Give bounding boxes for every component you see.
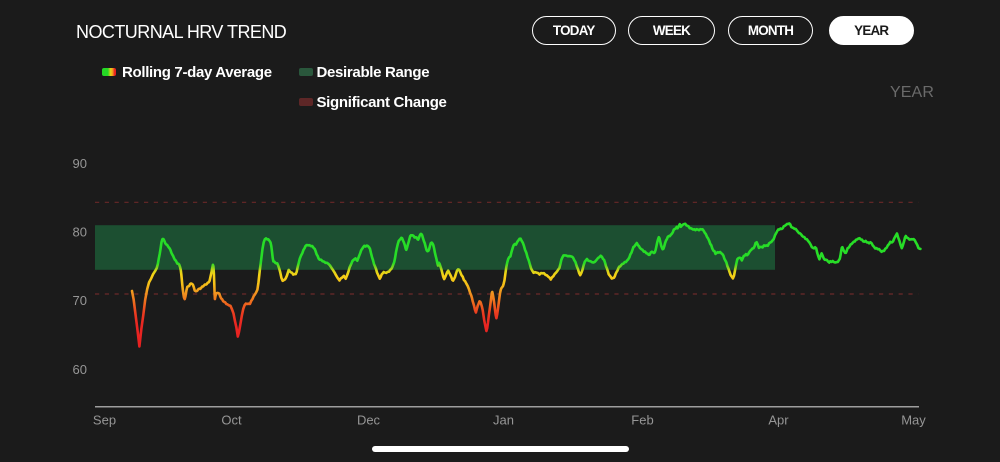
svg-text:60: 60 <box>73 362 87 377</box>
svg-text:Sep: Sep <box>93 413 116 428</box>
svg-text:90: 90 <box>73 156 87 171</box>
svg-text:Feb: Feb <box>631 413 653 428</box>
svg-text:Jan: Jan <box>493 413 514 428</box>
svg-text:May: May <box>901 413 926 428</box>
svg-text:80: 80 <box>73 225 87 240</box>
svg-text:Apr: Apr <box>768 413 789 428</box>
svg-text:70: 70 <box>73 293 87 308</box>
svg-text:Oct: Oct <box>221 413 242 428</box>
svg-text:Dec: Dec <box>357 413 381 428</box>
